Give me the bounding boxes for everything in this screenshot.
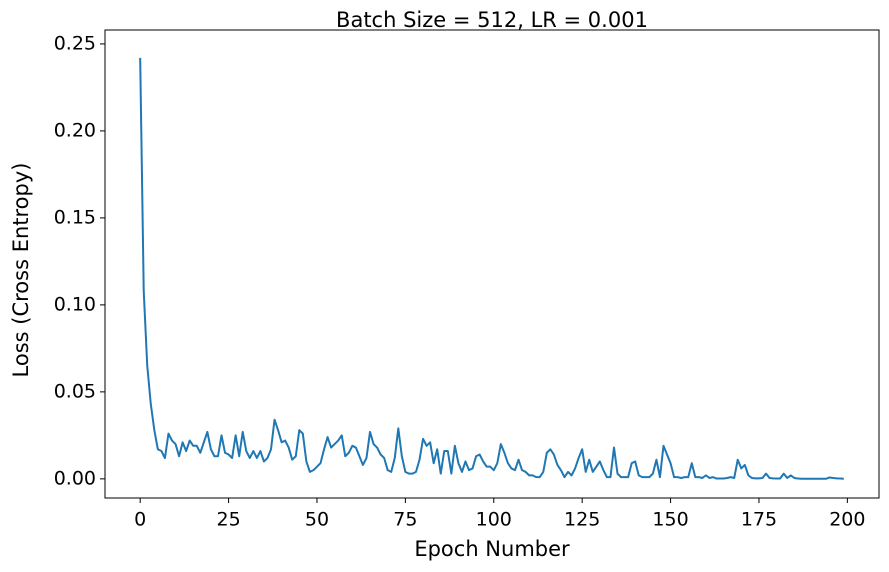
x-tick-label: 200 <box>829 509 865 531</box>
x-tick-label: 100 <box>476 509 512 531</box>
y-tick-label: 0.25 <box>54 32 96 54</box>
chart-title: Batch Size = 512, LR = 0.001 <box>336 8 648 32</box>
x-axis-label: Epoch Number <box>414 537 570 561</box>
y-tick-label: 0.00 <box>54 467 96 489</box>
x-tick-label: 0 <box>134 509 146 531</box>
y-tick-label: 0.20 <box>54 119 96 141</box>
plot-frame <box>104 29 880 499</box>
x-tick-label: 50 <box>305 509 329 531</box>
y-tick-label: 0.05 <box>54 380 96 402</box>
x-tick-label: 125 <box>564 509 600 531</box>
x-tick-label: 150 <box>652 509 688 531</box>
x-tick-label: 75 <box>393 509 417 531</box>
x-tick-label: 25 <box>216 509 240 531</box>
loss-line <box>139 57 844 480</box>
y-axis-label: Loss (Cross Entropy) <box>9 163 33 378</box>
y-tick-label: 0.10 <box>54 293 96 315</box>
x-tick-label: 175 <box>741 509 777 531</box>
y-tick-label: 0.15 <box>54 206 96 228</box>
